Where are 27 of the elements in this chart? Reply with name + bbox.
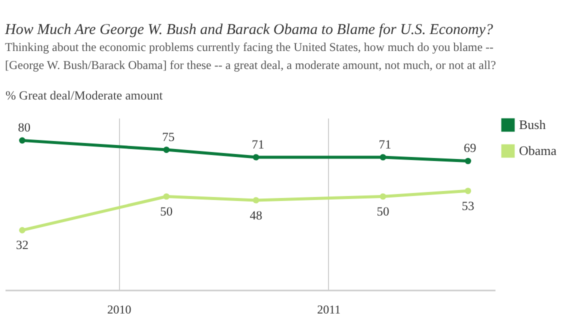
x-tick-label: 2011 xyxy=(317,302,341,316)
y-axis-title: % Great deal/Moderate amount xyxy=(6,88,164,102)
data-label: 71 xyxy=(252,137,264,152)
data-label: 50 xyxy=(376,204,390,219)
point xyxy=(464,158,472,164)
data-label: 48 xyxy=(250,208,262,222)
legend-label: Obama xyxy=(519,143,557,158)
data-label: 53 xyxy=(462,198,474,213)
point xyxy=(380,154,386,160)
point xyxy=(252,154,260,160)
point xyxy=(19,227,26,234)
point xyxy=(380,193,386,200)
data-label: 32 xyxy=(16,238,28,252)
point xyxy=(163,193,170,200)
point xyxy=(163,146,170,153)
data-label: 69 xyxy=(464,141,476,155)
data-label: 71 xyxy=(378,137,392,152)
point xyxy=(464,188,472,194)
point xyxy=(19,137,26,144)
x-tick-label: 2010 xyxy=(107,302,132,316)
point xyxy=(252,197,260,204)
chart-subtitle: Thinking about the economic problems currently facing the United States, how much do you blame -- [George W. Bush/Barack Obama] for these -- a great deal, a moderate amount, not much, or not at all? xyxy=(5,40,496,72)
data-label: 50 xyxy=(160,204,173,219)
legend-label: Bush xyxy=(519,117,546,132)
chart-title: How Much Are George W. Bush and Barack Obama to Blame for U.S. Economy? xyxy=(4,22,494,38)
data-label: 80 xyxy=(18,120,30,134)
data-label: 75 xyxy=(162,130,175,144)
